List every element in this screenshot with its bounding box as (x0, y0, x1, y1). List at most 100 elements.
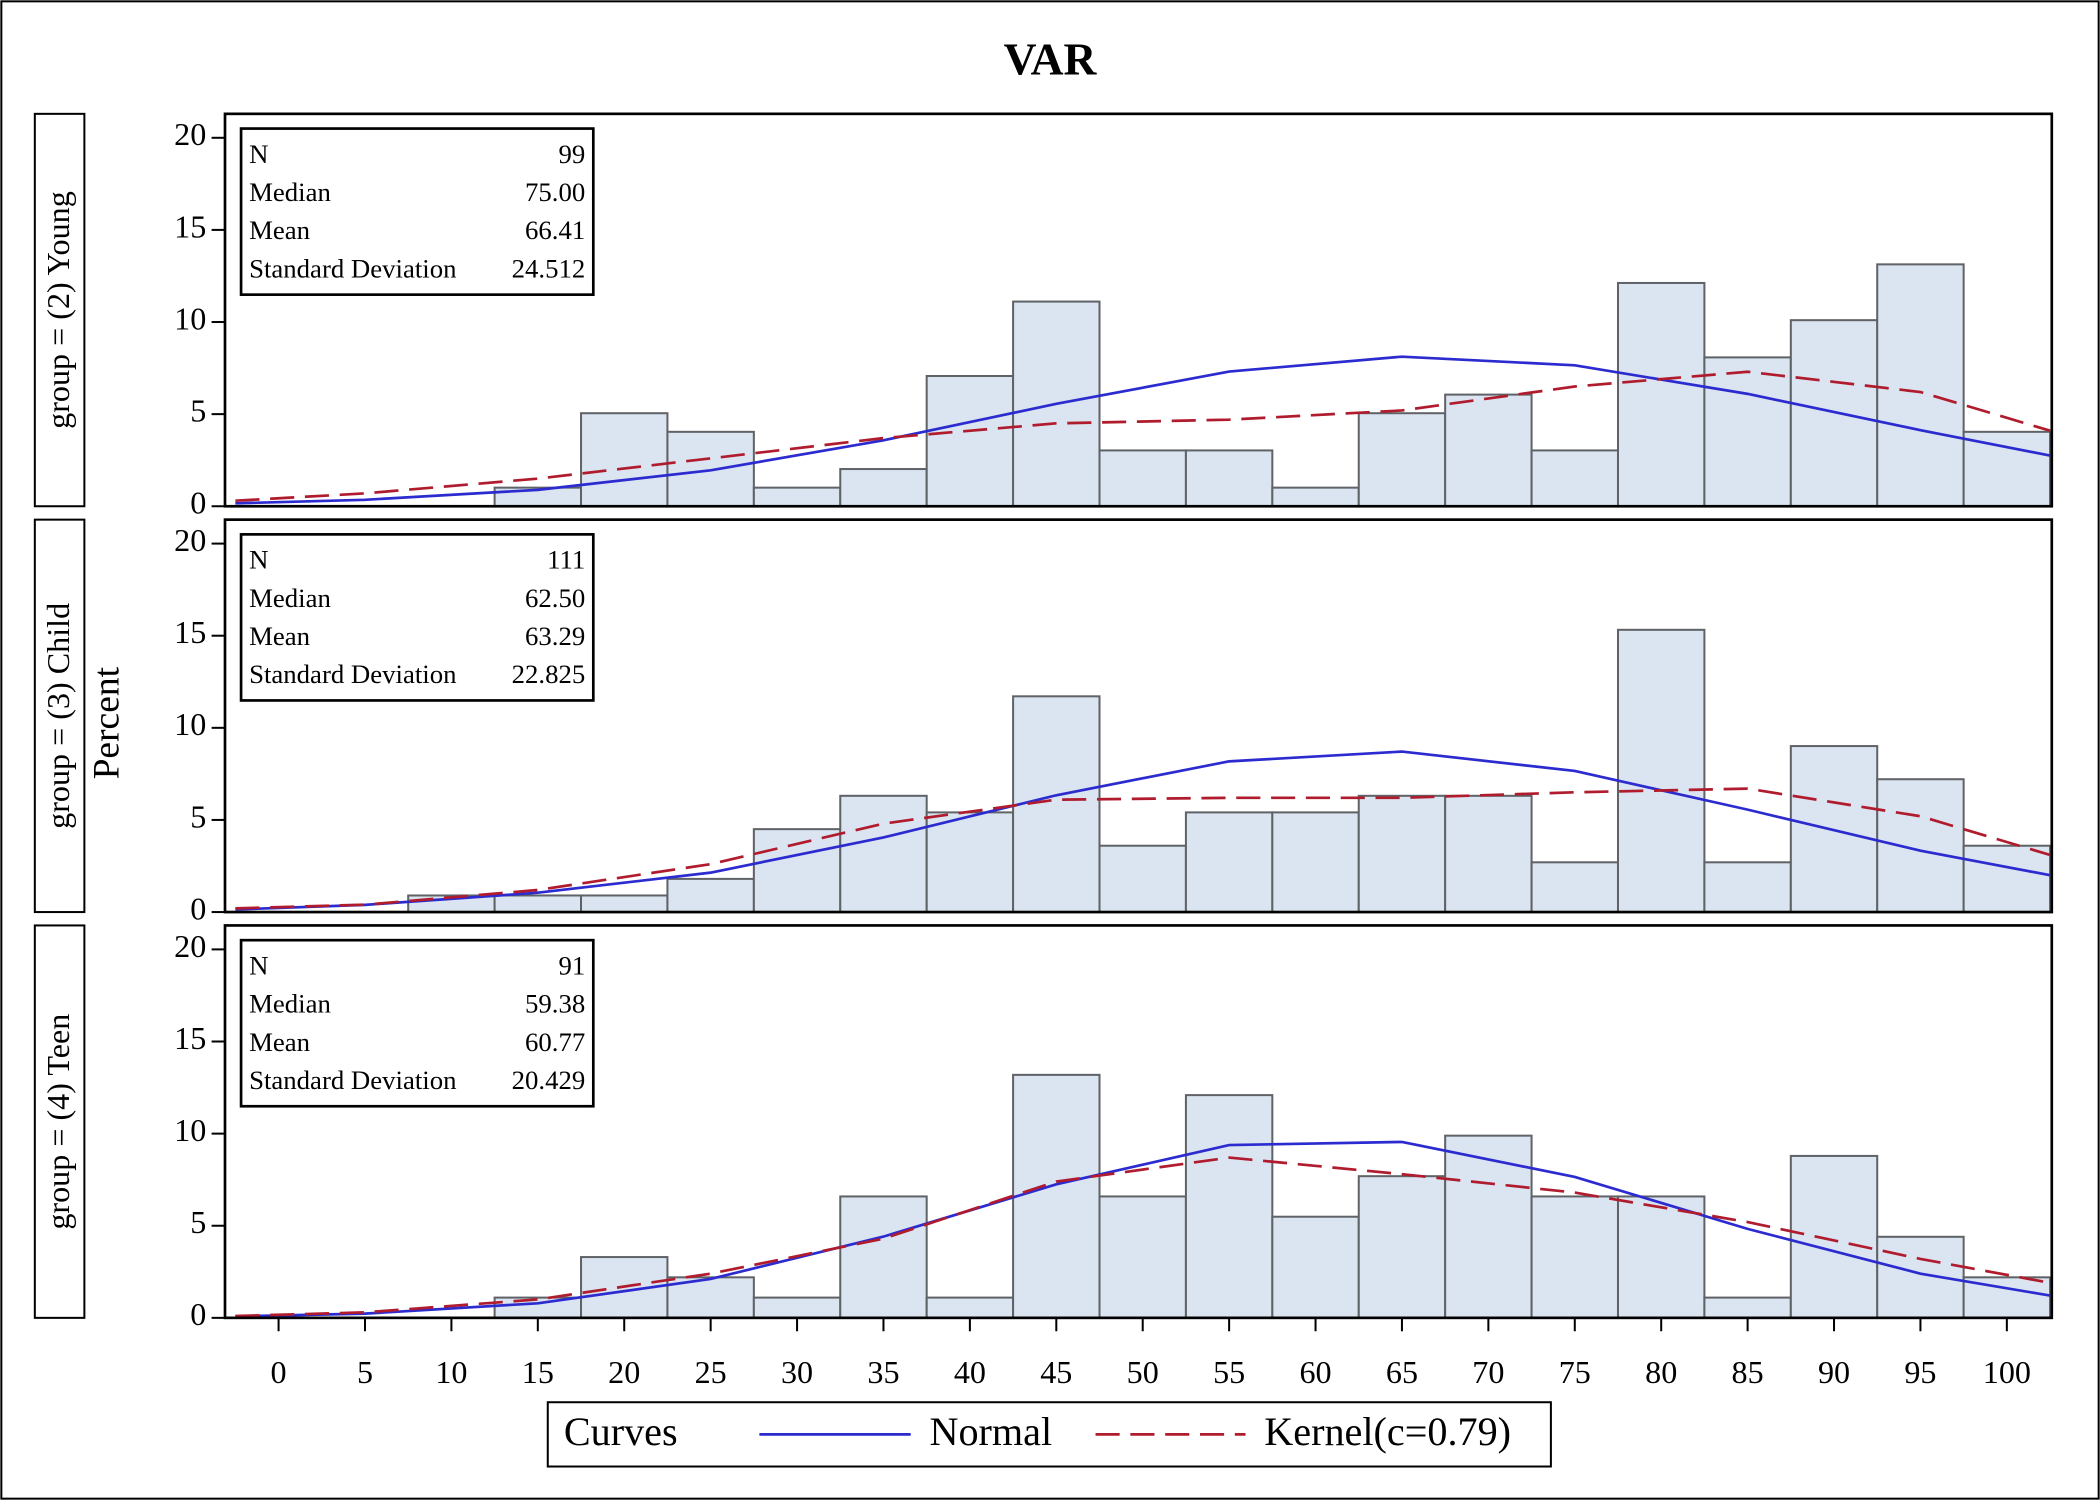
bar (1184, 449, 1274, 508)
bar (1703, 356, 1792, 508)
bar (1184, 1094, 1274, 1319)
bar (1098, 1195, 1187, 1319)
bar (1703, 1296, 1792, 1319)
bar (1444, 393, 1533, 508)
x-tick-label: 25 (695, 1354, 727, 1390)
stat-label: Mean (249, 1027, 310, 1057)
bar (1962, 430, 2052, 508)
normal-curve (235, 1140, 2051, 1318)
y-tick-label: 10 (174, 706, 206, 742)
legend-label: Normal (929, 1409, 1052, 1454)
strip-label: group = (2) Young (40, 191, 76, 429)
bar (580, 894, 669, 914)
stat-label: N (249, 139, 268, 169)
stat-label: Median (249, 989, 331, 1019)
bar (925, 374, 1015, 508)
bar (1012, 695, 1101, 914)
x-tick-label: 35 (867, 1354, 899, 1390)
stats-box (239, 127, 595, 296)
y-tick-label: 10 (174, 300, 206, 336)
bar (1530, 1195, 1619, 1319)
bar (839, 794, 928, 914)
bar (925, 811, 1015, 914)
bar (752, 828, 842, 914)
stat-label: N (249, 545, 268, 575)
x-tick-label: 50 (1127, 1354, 1159, 1390)
panel-frame (223, 112, 2054, 508)
stat-value: 111 (547, 545, 585, 575)
bar (1530, 449, 1619, 508)
y-tick-label: 20 (174, 522, 206, 558)
bar (1357, 412, 1447, 508)
stat-label: Mean (249, 621, 310, 651)
normal-curve (235, 355, 2051, 505)
y-tick-label: 20 (174, 928, 206, 964)
bar (839, 1195, 928, 1319)
bar (666, 877, 755, 914)
y-tick-label: 5 (190, 798, 206, 834)
legend-label: Kernel(c=0.79) (1264, 1409, 1511, 1454)
bar (493, 894, 583, 914)
stat-value: 60.77 (525, 1027, 585, 1057)
bar (752, 486, 842, 508)
x-tick-label: 40 (954, 1354, 986, 1390)
stat-label: N (249, 950, 268, 980)
bar (493, 1296, 583, 1319)
y-tick-label: 10 (174, 1112, 206, 1148)
kernel-curve (235, 787, 2051, 910)
bar (1357, 794, 1447, 914)
x-tick-label: 10 (435, 1354, 467, 1390)
x-tick-label: 30 (781, 1354, 813, 1390)
panel-frame (223, 924, 2054, 1320)
y-tick-label: 0 (190, 1296, 206, 1332)
bar (1876, 778, 1965, 914)
legend-title: Curves (564, 1409, 678, 1454)
strip-label: group = (4) Teen (40, 1014, 76, 1230)
stat-value: 24.512 (512, 253, 586, 283)
bar (1789, 1154, 1879, 1319)
bar (925, 1296, 1015, 1319)
bar (1357, 1175, 1447, 1319)
bar (1098, 844, 1187, 914)
legend-box (546, 1401, 1552, 1468)
y-tick-label: 20 (174, 116, 206, 152)
strip-box (33, 924, 86, 1319)
y-tick-label: 5 (190, 393, 206, 429)
y-tick-label: 15 (174, 208, 206, 244)
y-tick-label: 5 (190, 1204, 206, 1240)
strip-box (33, 518, 86, 914)
bar (1616, 1195, 1706, 1319)
stat-label: Median (249, 177, 331, 207)
stat-label: Standard Deviation (249, 659, 456, 689)
bar (1616, 628, 1706, 914)
y-tick-label: 15 (174, 614, 206, 650)
x-tick-label: 85 (1732, 1354, 1764, 1390)
stat-value: 63.29 (525, 621, 585, 651)
x-tick-label: 100 (1983, 1354, 2031, 1390)
stat-value: 91 (559, 950, 586, 980)
x-tick-label: 45 (1040, 1354, 1072, 1390)
bar (1012, 1073, 1101, 1319)
chart-title: VAR (1004, 34, 1098, 85)
bar (839, 468, 928, 508)
x-tick-label: 55 (1213, 1354, 1245, 1390)
stat-label: Standard Deviation (249, 253, 456, 283)
bar (1703, 861, 1792, 914)
stat-value: 99 (559, 139, 586, 169)
bar (1184, 811, 1274, 914)
stat-value: 22.825 (512, 659, 586, 689)
kernel-curve (235, 370, 2051, 503)
bar (1616, 281, 1706, 508)
x-tick-label: 95 (1904, 1354, 1936, 1390)
bar (1098, 449, 1187, 508)
y-tick-label: 15 (174, 1020, 206, 1056)
stat-label: Median (249, 583, 331, 613)
stat-value: 20.429 (512, 1065, 586, 1095)
x-tick-label: 70 (1472, 1354, 1504, 1390)
bar (580, 412, 669, 508)
stat-value: 59.38 (525, 989, 585, 1019)
bar (752, 1296, 842, 1319)
x-tick-label: 15 (522, 1354, 554, 1390)
strip-box (33, 112, 86, 508)
